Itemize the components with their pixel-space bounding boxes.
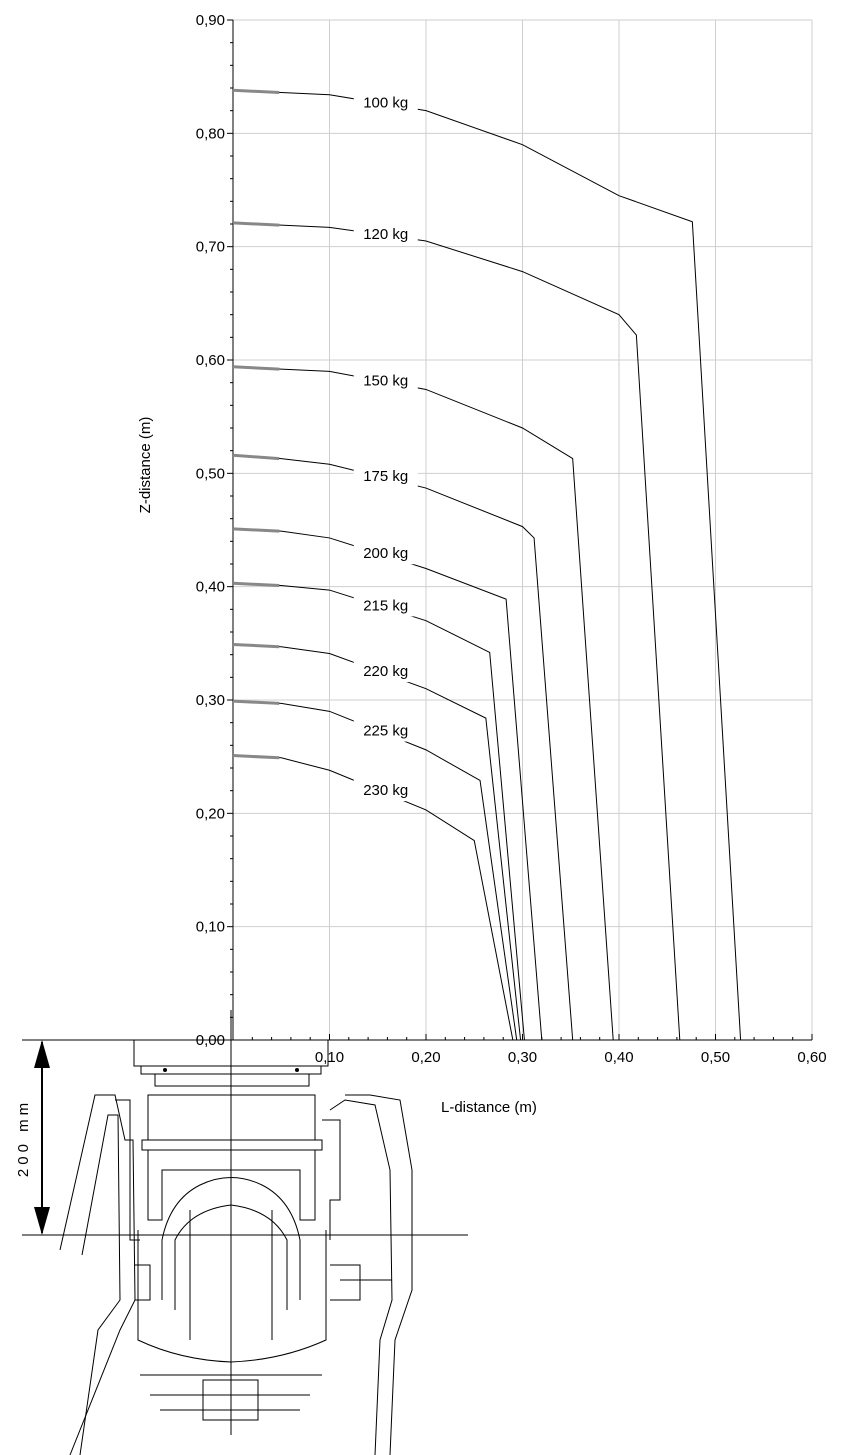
curve-start-segment [232,699,280,705]
curve-start-segment [232,221,280,227]
curve-label: 225 kg [363,723,408,740]
curve-label-bg [353,465,418,488]
load-curve [232,222,681,1041]
curve-labels: 100 kg 120 kg 150 kg 175 kg 200 kg 215 kg 220 … [353,91,418,802]
dimension-200mm: 200 mm [15,1040,50,1235]
curve-start-segment [232,754,280,760]
bolt-dot [163,1068,167,1072]
curve-label-bg [353,223,418,246]
curve-start-segment [232,642,280,649]
y-tick-label: 0,20 [196,805,225,822]
load-curve [232,454,574,1041]
x-axis-title: L-distance (m) [441,1099,537,1116]
curve-label: 100 kg [363,95,408,112]
curve-label-bg [353,719,418,742]
y-tick-label: 0,40 [196,579,225,596]
curve-label: 120 kg [363,226,408,243]
y-tick-label: 0,60 [196,352,225,369]
grid-lines [233,19,813,1040]
curve-start-segment [232,581,280,588]
curve-label: 215 kg [363,597,408,614]
robot-wrist-drawing [22,1010,468,1455]
y-tick-label: 0,90 [196,12,225,29]
curve-label-bg [353,594,418,617]
y-tick-label: 0,30 [196,692,225,709]
x-tick-label: 0,40 [604,1049,633,1066]
curve-label: 230 kg [363,782,408,799]
y-tick-label: 0,10 [196,919,225,936]
x-tick-label: 0,50 [701,1049,730,1066]
curve-label-bg [353,779,418,802]
dimension-label: 200 mm [15,1099,32,1177]
curve-label: 150 kg [363,372,408,389]
curve-start-segment [232,453,280,461]
load-curve [232,700,518,1041]
curve-label-bg [353,542,418,565]
y-axis-title: Z-distance (m) [137,417,154,514]
load-curve [232,582,525,1041]
curve-label: 200 kg [363,545,408,562]
curve-label-bg [353,660,418,683]
load-curve [232,89,742,1041]
curve-start-segment [232,365,280,371]
curve-label-bg [353,91,418,114]
load-curves [232,88,742,1041]
curve-label: 220 kg [363,663,408,680]
x-tick-label: 0,10 [315,1049,344,1066]
axes: 0,000,100,200,300,400,500,600,700,800,90… [196,12,827,1066]
x-tick-label: 0,60 [797,1049,826,1066]
x-tick-label: 0,20 [411,1049,440,1066]
curve-label: 175 kg [363,468,408,485]
y-tick-label: 0,50 [196,465,225,482]
curve-start-segment [232,527,280,533]
y-tick-label: 0,70 [196,239,225,256]
load-curve [232,366,614,1041]
curve-start-segment [232,88,280,95]
x-tick-label: 0,30 [508,1049,537,1066]
bolt-dot [295,1068,299,1072]
y-tick-label: 0,80 [196,125,225,142]
curve-label-bg [353,369,418,392]
